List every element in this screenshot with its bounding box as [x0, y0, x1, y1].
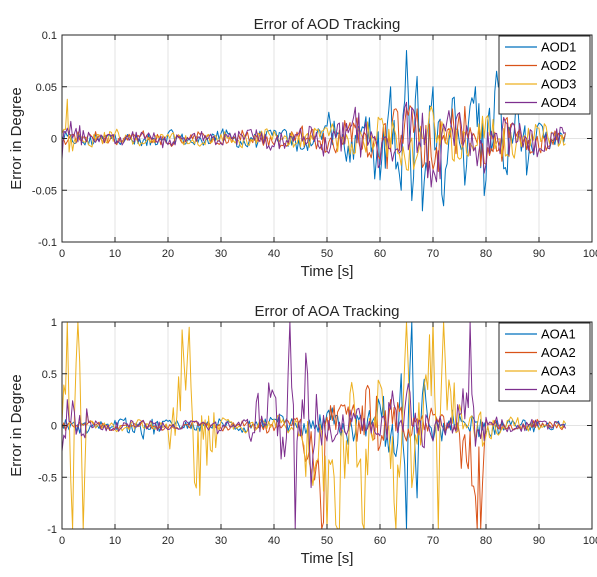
- legend: AOD1 AOD2 AOD3 AOD4: [498, 35, 591, 115]
- x-tick-label: 50: [321, 535, 333, 547]
- y-tick-label: 0.5: [42, 369, 57, 381]
- x-tick-label: 0: [59, 535, 65, 547]
- x-tick-label: 0: [59, 248, 65, 260]
- x-tick-label: 40: [268, 248, 280, 260]
- series-group: [62, 50, 566, 212]
- legend-box: [498, 322, 591, 402]
- chart-panel-2: 0 10 20 30 40 50 60 70 80 90 100 1 0.5 0 -0.5 -1 Error o…: [8, 303, 597, 567]
- y-tick-label: 0: [51, 421, 57, 433]
- y-tick-label: 1: [51, 317, 57, 329]
- legend-box: [498, 35, 591, 115]
- legend-label-aoa1: AOA1: [541, 327, 576, 342]
- chart-title: Error of AOD Tracking: [254, 16, 401, 33]
- y-tick-label: -0.1: [38, 237, 57, 249]
- x-tick-label: 10: [109, 535, 121, 547]
- x-tick-label: 100: [583, 248, 597, 260]
- y-tick-label: -0.05: [32, 185, 57, 197]
- x-tick-label: 100: [583, 535, 597, 547]
- x-tick-label: 10: [109, 248, 121, 260]
- legend-label-aod3: AOD3: [541, 77, 576, 92]
- y-axis-label: Error in Degree: [8, 374, 25, 477]
- x-tick-label: 80: [480, 535, 492, 547]
- x-axis-label: Time [s]: [301, 550, 354, 567]
- series-line-aod3: [62, 98, 566, 171]
- x-tick-label: 90: [533, 248, 545, 260]
- x-tick-label: 60: [374, 535, 386, 547]
- legend-label-aoa3: AOA3: [541, 364, 576, 379]
- y-tick-label: -1: [47, 524, 57, 536]
- y-axis-label: Error in Degree: [8, 87, 25, 190]
- x-tick-label: 40: [268, 535, 280, 547]
- series-group: [62, 322, 566, 529]
- y-tick-label: -0.5: [38, 472, 57, 484]
- x-tick-label: 60: [374, 248, 386, 260]
- series-line-aod4: [62, 101, 566, 188]
- legend-label-aod2: AOD2: [541, 58, 576, 73]
- chart-title: Error of AOA Tracking: [254, 303, 399, 320]
- x-tick-label: 20: [162, 535, 174, 547]
- legend-label-aod1: AOD1: [541, 40, 576, 55]
- y-tick-label: 0.1: [42, 30, 57, 42]
- x-tick-label: 90: [533, 535, 545, 547]
- legend-label-aod4: AOD4: [541, 95, 576, 110]
- x-tick-label: 70: [427, 535, 439, 547]
- y-tick-label: 0: [51, 134, 57, 146]
- x-tick-label: 30: [215, 248, 227, 260]
- x-tick-label: 80: [480, 248, 492, 260]
- x-tick-label: 70: [427, 248, 439, 260]
- legend: AOA1 AOA2 AOA3 AOA4: [498, 322, 591, 402]
- x-axis-label: Time [s]: [301, 263, 354, 280]
- legend-label-aoa4: AOA4: [541, 382, 576, 397]
- legend-label-aoa2: AOA2: [541, 345, 576, 360]
- chart-panel-1: 0 10 20 30 40 50 60 70 80 90 100 0.1 0.05 0 -0.05 -0.1 E…: [8, 16, 597, 280]
- x-tick-label: 20: [162, 248, 174, 260]
- series-line-aoa4: [62, 322, 566, 529]
- x-tick-label: 50: [321, 248, 333, 260]
- x-tick-label: 30: [215, 535, 227, 547]
- y-tick-label: 0.05: [36, 82, 57, 94]
